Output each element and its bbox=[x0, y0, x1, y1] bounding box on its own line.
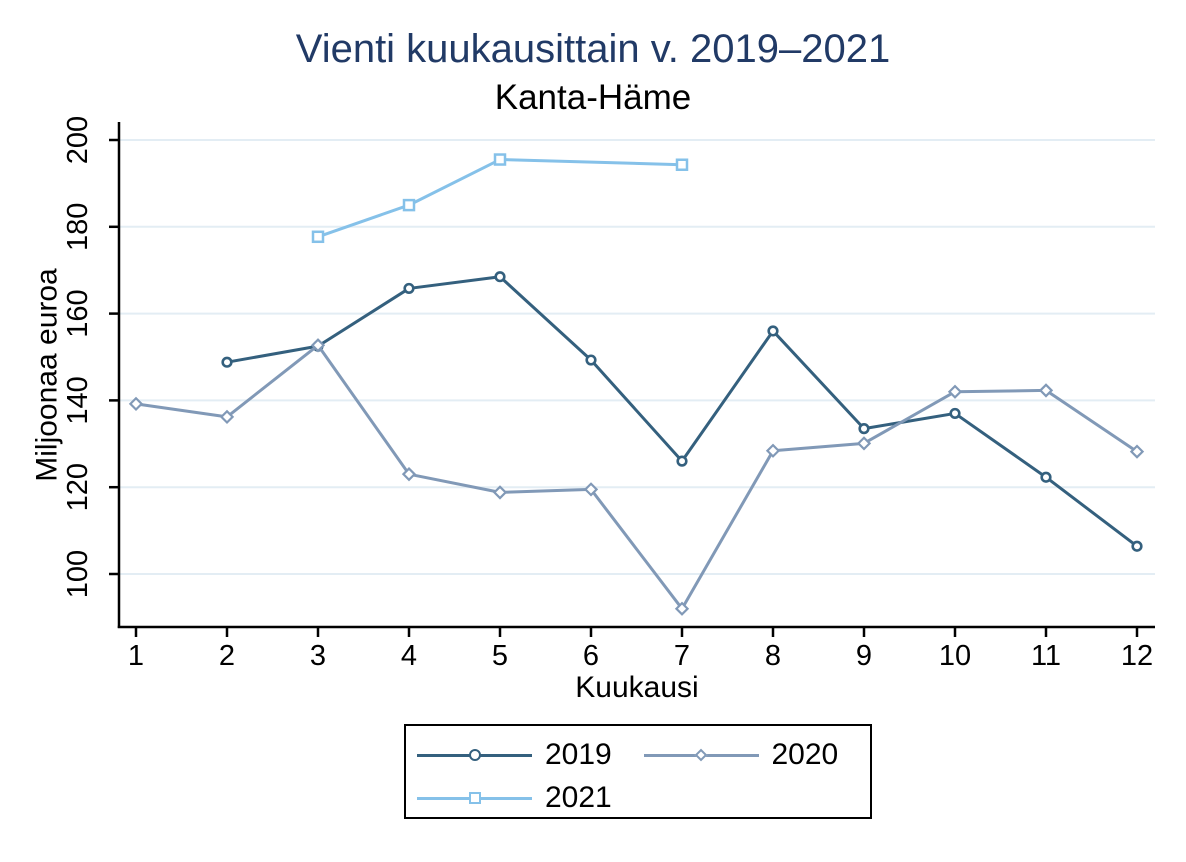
data-point-diamond-2020 bbox=[1129, 444, 1145, 459]
data-point-circle-2019 bbox=[494, 271, 506, 283]
data-point-diamond-2020 bbox=[310, 338, 326, 353]
data-point-diamond-2020 bbox=[947, 384, 963, 399]
y-tick-label: 120 bbox=[62, 463, 94, 511]
x-tick-label: 12 bbox=[1121, 640, 1153, 672]
data-point-diamond-2020 bbox=[674, 601, 690, 616]
data-point-diamond-2020 bbox=[765, 443, 781, 458]
legend-sample-2020 bbox=[643, 745, 759, 765]
data-point-square-2021 bbox=[493, 153, 507, 166]
legend-item-2019: 2019 bbox=[417, 738, 644, 772]
data-point-circle-2019 bbox=[585, 354, 597, 366]
chart-title: Vienti kuukausittain v. 2019–2021 bbox=[295, 27, 891, 71]
legend-item-2020: 2020 bbox=[643, 738, 871, 772]
legend-sample-2021 bbox=[417, 788, 532, 808]
y-tick-label: 180 bbox=[62, 203, 94, 251]
chart-subtitle: Kanta-Häme bbox=[494, 78, 692, 117]
x-tick-label: 3 bbox=[310, 640, 326, 672]
data-point-circle-2019 bbox=[221, 356, 233, 368]
data-point-circle-2019 bbox=[949, 407, 961, 420]
y-tick-label: 140 bbox=[62, 376, 94, 424]
x-tick-label: 11 bbox=[1031, 640, 1061, 672]
data-point-circle-2019 bbox=[403, 282, 415, 295]
data-point-circle-2019 bbox=[767, 325, 779, 337]
x-axis-title: Kuukausi bbox=[575, 671, 698, 704]
series-line-2020 bbox=[135, 343, 1138, 611]
legend-item-2021: 2021 bbox=[417, 781, 660, 815]
data-point-circle-2019 bbox=[1040, 471, 1052, 483]
data-point-square-2021 bbox=[311, 230, 325, 244]
data-point-diamond-2020 bbox=[856, 436, 872, 451]
data-point-square-2021 bbox=[402, 198, 416, 212]
data-point-diamond-2020 bbox=[401, 467, 417, 482]
legend: 2019 2020 2021 bbox=[404, 724, 872, 819]
y-tick-label: 200 bbox=[62, 116, 94, 164]
legend-row-2: 2021 bbox=[417, 779, 870, 817]
data-point-diamond-2020 bbox=[219, 409, 235, 425]
x-tick-label: 5 bbox=[492, 640, 508, 672]
data-point-circle-2019 bbox=[1131, 540, 1143, 552]
x-tick-label: 2 bbox=[219, 640, 235, 672]
data-point-diamond-2020 bbox=[583, 482, 599, 497]
x-tick-label: 9 bbox=[856, 640, 872, 672]
y-tick-label: 160 bbox=[62, 289, 94, 337]
x-tick-label: 1 bbox=[128, 640, 144, 672]
diamond-marker-icon bbox=[694, 748, 708, 762]
legend-label-2021: 2021 bbox=[545, 781, 612, 814]
y-tick-label: 100 bbox=[62, 550, 94, 598]
x-tick-label: 8 bbox=[765, 640, 781, 672]
legend-label-2019: 2019 bbox=[545, 738, 612, 771]
data-point-diamond-2020 bbox=[492, 485, 508, 500]
circle-marker-icon bbox=[468, 749, 481, 761]
data-point-circle-2019 bbox=[858, 423, 870, 435]
x-tick-label: 4 bbox=[401, 640, 417, 672]
x-tick-label: 7 bbox=[674, 640, 690, 672]
legend-label-2020: 2020 bbox=[771, 738, 839, 771]
series-line-2021 bbox=[317, 158, 683, 239]
x-tick-label: 6 bbox=[583, 640, 599, 672]
data-point-diamond-2020 bbox=[1038, 383, 1054, 398]
legend-row-1: 2019 2020 bbox=[417, 736, 870, 774]
data-point-square-2021 bbox=[675, 158, 689, 171]
square-marker-icon bbox=[468, 792, 481, 804]
x-tick-label: 10 bbox=[939, 640, 971, 672]
data-point-circle-2019 bbox=[676, 455, 688, 467]
legend-sample-2019 bbox=[417, 745, 532, 765]
data-point-diamond-2020 bbox=[128, 396, 144, 412]
y-axis-title: Miljoonaa euroa bbox=[31, 268, 64, 482]
